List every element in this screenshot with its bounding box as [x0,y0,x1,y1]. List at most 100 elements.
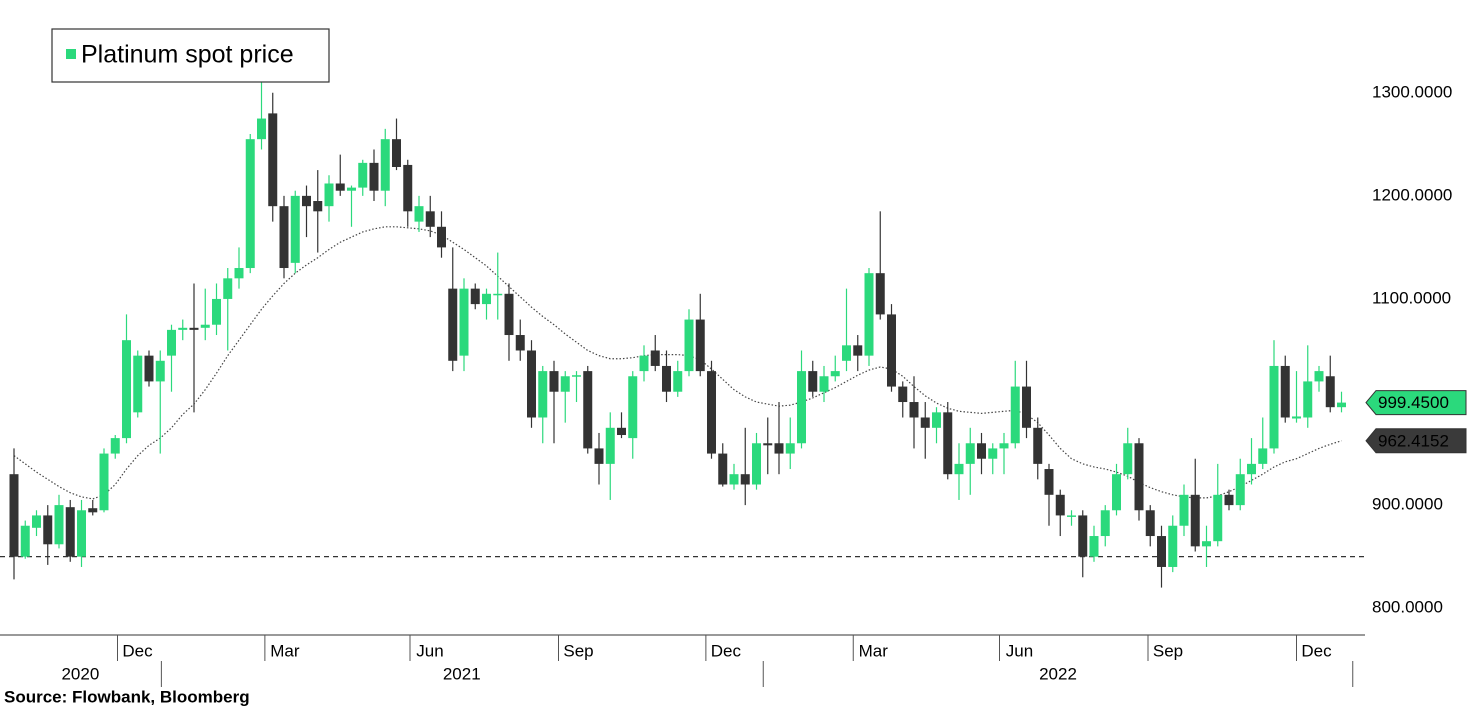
moving-average-last-box [1365,428,1467,454]
candle-body [842,345,851,361]
candle-body [65,507,75,557]
candle-body [988,448,998,459]
candle-body [1213,494,1223,542]
x-tick-label: Jun [1006,641,1033,660]
candle-body [864,273,874,356]
candle-body [965,443,975,464]
candle-body [122,340,131,439]
candle-body [414,206,424,222]
candle-body [155,360,165,382]
candle-body [369,162,379,191]
candle-body [1280,365,1290,418]
x-tick-label: Jun [416,641,443,660]
candle-body [752,443,761,485]
candle-body [290,195,300,263]
candle-body [437,226,446,248]
y-tick-label: 1100.0000 [1372,288,1451,307]
candle-body [515,335,525,351]
candle-body [932,412,941,428]
candle-body [470,288,480,305]
candle-body [392,139,401,167]
candle-body [245,139,255,269]
candle-body [1235,474,1245,506]
candle-body [560,376,570,392]
candle-body [999,443,1009,449]
candle-body [549,371,559,392]
x-tick-label: Dec [122,641,153,660]
candle-body [77,510,86,557]
candle-body [20,525,30,557]
candle-body [785,443,795,454]
moving-average-line [13,226,1342,500]
candle-body [1303,381,1313,418]
candle-body [212,298,221,325]
candle-body [504,293,514,336]
candle-body [1010,386,1020,444]
candle-body [718,453,728,485]
candle-body [9,474,19,557]
candle-body [1224,494,1234,506]
candle-body [538,371,548,418]
y-tick-label: 1300.0000 [1372,82,1452,101]
candle-body [853,345,863,356]
candle-body [572,375,581,377]
candle-body [583,371,593,449]
candle-body [459,288,469,356]
candle-body [909,402,919,418]
candle-body [302,195,311,207]
candle-body [875,273,885,315]
candle-body [1112,474,1121,511]
y-tick-label: 800.0000 [1372,598,1443,617]
candle-body [1202,541,1211,547]
candle-body [1179,494,1189,526]
x-tick-label: Sep [563,641,593,660]
legend-label: Platinum spot price [81,41,294,69]
candle-body [1145,510,1155,537]
candle-body [617,427,626,436]
candle-body [695,319,705,372]
candle-body [234,268,244,279]
candle-body [425,211,435,227]
candle-body [594,448,604,464]
legend-swatch [66,49,76,59]
candle-body [729,474,739,485]
candle-body [920,417,930,428]
candle-body [1325,376,1335,408]
plot-area: 800.0000900.00001000.00001100.00001200.0… [0,61,1467,687]
legend-box [51,28,330,83]
x-tick-label: Mar [270,641,300,660]
y-tick-label: 1200.0000 [1372,185,1452,204]
last-price-label: 999.4500 [1378,393,1449,412]
candle-body [88,508,98,513]
candle-body [313,201,323,212]
candle-body [32,515,41,528]
candle-body [167,329,176,356]
candle-body [110,438,120,454]
candle-body [1033,427,1043,464]
candle-body [200,324,210,328]
candle-body [797,371,806,444]
candle-body [54,505,64,545]
candle-body [1168,525,1178,567]
candle-body [830,371,840,377]
candle-body [324,183,334,207]
candle-body [605,427,615,464]
candle-body [1067,515,1076,517]
x-tick-label: Dec [1301,641,1332,660]
x-tick-label: Sep [1153,641,1183,660]
candle-body [774,443,784,454]
candle-body [257,118,266,140]
candle-body [99,453,109,511]
candle-body [650,350,660,366]
candle-body [493,293,503,296]
candle-body [684,319,694,372]
candle-body [887,314,896,387]
candle-body [482,293,491,305]
candle-body [380,139,390,191]
candle-body [1134,443,1144,511]
candle-body [279,206,289,269]
candle-body [358,162,368,188]
candle-body [189,327,199,330]
legend: Platinum spot price [51,28,330,83]
